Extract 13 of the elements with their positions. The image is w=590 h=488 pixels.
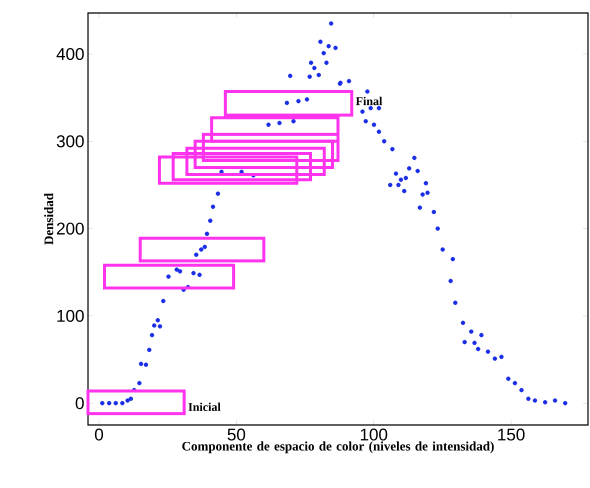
y-tick-label: 0 bbox=[76, 397, 84, 410]
y-tick-label: 200 bbox=[56, 222, 84, 235]
y-tick-label: 400 bbox=[56, 48, 84, 60]
x-axis-title: Componente de espacio de color (niveles de intensidad) bbox=[182, 441, 494, 454]
y-axis-title: Densidad bbox=[44, 193, 54, 245]
x-tick-label: 50 bbox=[228, 428, 246, 441]
annotation: Inicial bbox=[188, 402, 221, 412]
x-tick-label: 0 bbox=[94, 428, 104, 441]
x-tick-label: 150 bbox=[498, 428, 525, 441]
x-tick-label: 100 bbox=[360, 428, 388, 441]
y-tick-label: 300 bbox=[56, 135, 84, 148]
annotation: Final bbox=[356, 96, 382, 106]
y-tick-label: 100 bbox=[57, 310, 84, 322]
